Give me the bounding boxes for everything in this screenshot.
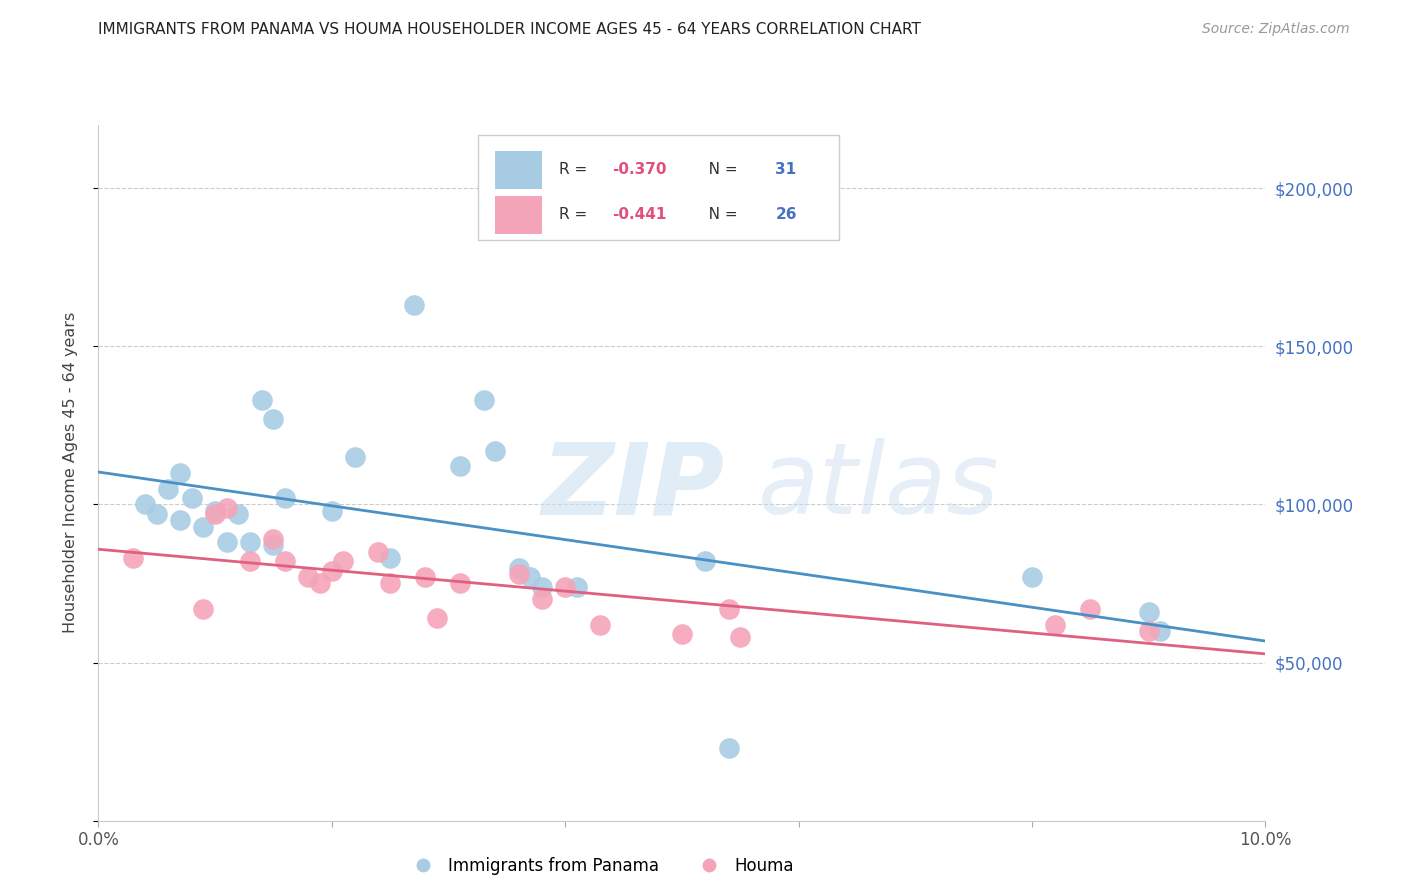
Point — [378, 576, 402, 591]
Point — [239, 535, 262, 549]
Point — [193, 601, 215, 615]
Point — [122, 551, 145, 566]
Point — [321, 504, 343, 518]
Point — [215, 535, 238, 549]
Point — [1149, 624, 1171, 638]
Point — [530, 592, 553, 607]
Point — [309, 576, 332, 591]
Point — [180, 491, 202, 505]
Text: -0.370: -0.370 — [612, 162, 666, 178]
Point — [449, 576, 471, 591]
Point — [671, 627, 693, 641]
Point — [367, 545, 389, 559]
Point — [508, 560, 530, 574]
Point — [262, 532, 284, 546]
Point — [1137, 624, 1160, 638]
Text: ZIP: ZIP — [541, 438, 725, 535]
Point — [426, 611, 449, 625]
Point — [565, 580, 588, 594]
Text: atlas: atlas — [758, 438, 1000, 535]
Point — [215, 500, 238, 515]
Point — [530, 580, 553, 594]
Point — [297, 570, 319, 584]
Legend: Immigrants from Panama, Houma: Immigrants from Panama, Houma — [399, 851, 800, 882]
Point — [554, 580, 576, 594]
Point — [508, 566, 530, 581]
Point — [449, 459, 471, 474]
Point — [519, 570, 541, 584]
Point — [484, 443, 506, 458]
Text: N =: N = — [693, 162, 742, 178]
Point — [169, 513, 191, 527]
Point — [717, 740, 740, 755]
Point — [204, 507, 226, 521]
Text: R =: R = — [560, 162, 592, 178]
Point — [1080, 601, 1102, 615]
Text: 31: 31 — [775, 162, 796, 178]
Point — [274, 554, 297, 568]
Point — [146, 507, 169, 521]
Point — [344, 450, 367, 464]
Point — [717, 601, 740, 615]
Point — [321, 564, 343, 578]
Text: IMMIGRANTS FROM PANAMA VS HOUMA HOUSEHOLDER INCOME AGES 45 - 64 YEARS CORRELATIO: IMMIGRANTS FROM PANAMA VS HOUMA HOUSEHOL… — [98, 22, 921, 37]
FancyBboxPatch shape — [478, 136, 839, 240]
Text: Source: ZipAtlas.com: Source: ZipAtlas.com — [1202, 22, 1350, 37]
Point — [728, 630, 751, 644]
Point — [472, 392, 495, 407]
Point — [402, 298, 425, 312]
Text: N =: N = — [693, 207, 742, 222]
Point — [239, 554, 262, 568]
Point — [1021, 570, 1043, 584]
Point — [157, 482, 180, 496]
Point — [193, 519, 215, 533]
Point — [134, 497, 156, 511]
Point — [204, 504, 226, 518]
Point — [413, 570, 436, 584]
Bar — [495, 195, 541, 234]
Point — [250, 392, 273, 407]
Point — [228, 507, 250, 521]
Point — [262, 412, 284, 426]
Y-axis label: Householder Income Ages 45 - 64 years: Householder Income Ages 45 - 64 years — [63, 312, 77, 633]
Text: R =: R = — [560, 207, 592, 222]
Point — [1045, 617, 1067, 632]
Point — [262, 539, 284, 553]
Bar — [495, 151, 541, 189]
Text: -0.441: -0.441 — [612, 207, 666, 222]
Point — [695, 554, 717, 568]
Point — [378, 551, 402, 566]
Point — [274, 491, 297, 505]
Point — [332, 554, 354, 568]
Text: 26: 26 — [775, 207, 797, 222]
Point — [169, 466, 191, 480]
Point — [1137, 605, 1160, 619]
Point — [589, 617, 612, 632]
